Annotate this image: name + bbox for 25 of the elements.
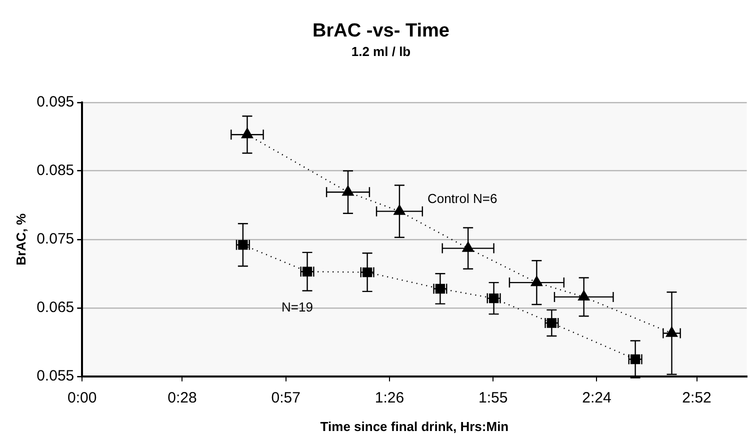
x-tick-label: 0:28 xyxy=(168,390,197,407)
point xyxy=(394,204,406,215)
series-label: N=19 xyxy=(282,300,313,315)
y-tick-label: 0.065 xyxy=(36,299,74,316)
point xyxy=(666,326,678,337)
point xyxy=(241,128,254,138)
point xyxy=(342,186,354,196)
y-tick-label: 0.095 xyxy=(36,94,74,111)
y-tick-label: 0.085 xyxy=(36,162,74,180)
point xyxy=(530,276,542,286)
x-tick-label: 0:57 xyxy=(271,390,300,407)
x-axis-title: Time since final drink, Hrs:Min xyxy=(320,418,509,434)
x-tick-label: 0:00 xyxy=(68,390,97,407)
chart-subtitle: 1.2 ml / lb xyxy=(351,44,411,60)
x-tick-label: 1:55 xyxy=(478,390,508,407)
x-tick-label: 2:52 xyxy=(682,390,712,407)
series-label: Control N=6 xyxy=(427,190,498,206)
point xyxy=(462,242,474,252)
point xyxy=(578,290,590,301)
y-axis-title: BrAC, % xyxy=(13,212,28,266)
y-tick-label: 0.055 xyxy=(36,368,74,385)
chart-title: BrAC -vs- Time xyxy=(312,20,450,42)
x-tick-label: 1:26 xyxy=(374,390,404,407)
y-tick-label: 0.075 xyxy=(36,230,74,248)
x-tick-label: 2:24 xyxy=(582,390,612,407)
